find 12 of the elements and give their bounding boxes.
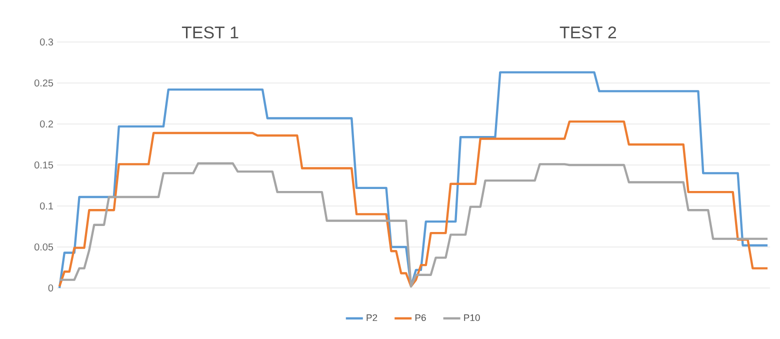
- y-tick-label: 0: [48, 284, 54, 292]
- y-tick-label: 0.15: [34, 161, 54, 169]
- y-tick-label: 0.25: [34, 79, 54, 87]
- text: TEST 2: [560, 26, 616, 38]
- y-tick-label: 0.05: [34, 243, 54, 251]
- legend-label: P6: [415, 314, 426, 322]
- legend-label: P2: [366, 314, 378, 321]
- y-tick-label: 0.1: [40, 202, 53, 210]
- y-tick-label: 0.2: [40, 120, 53, 128]
- y-tick-label: 0.3: [40, 38, 54, 46]
- text: TEST 1: [182, 26, 238, 38]
- legend-label: P10: [464, 314, 480, 322]
